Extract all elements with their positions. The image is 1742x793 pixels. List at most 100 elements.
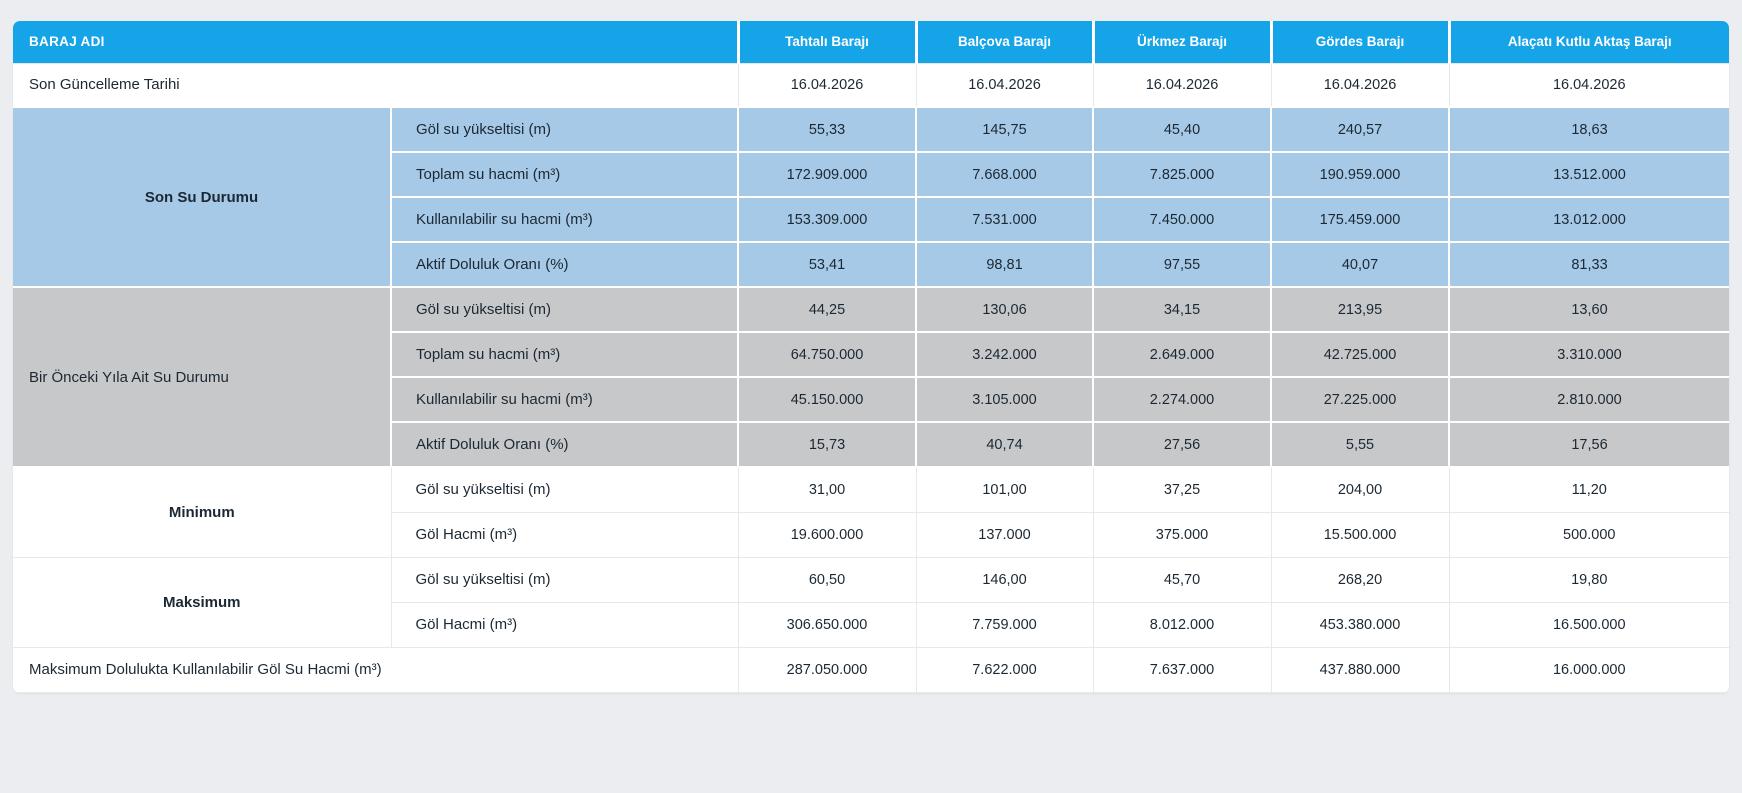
cell-value: 19,80: [1448, 556, 1729, 603]
cell-value: 3.242.000: [915, 331, 1094, 378]
cell-value: 27,56: [1092, 421, 1272, 468]
row-label: Maksimum Dolulukta Kullanılabilir Göl Su…: [13, 646, 739, 693]
row-label: Aktif Doluluk Oranı (%): [390, 241, 739, 288]
cell-value: 306.650.000: [737, 601, 917, 648]
cell-value: 240,57: [1270, 106, 1450, 153]
cell-value: 375.000: [1092, 511, 1272, 558]
table-row: Göl Hacmi (m³) 306.650.000 7.759.000 8.0…: [13, 601, 1729, 648]
cell-value: 3.310.000: [1448, 331, 1729, 378]
cell-value: 53,41: [737, 241, 917, 288]
row-label: Göl su yükseltisi (m): [390, 556, 739, 603]
cell-value: 44,25: [737, 286, 917, 333]
column-header-urkmez: Ürkmez Barajı: [1091, 21, 1271, 63]
cell-value: 213,95: [1270, 286, 1450, 333]
row-label: Toplam su hacmi (m³): [390, 331, 739, 378]
table-row: Bir Önceki Yıla Ait Su Durumu Göl su yük…: [13, 286, 1729, 468]
table-row: Son Su Durumu Göl su yükseltisi (m) 55,3…: [13, 106, 1729, 288]
cell-value: 19.600.000: [737, 511, 917, 558]
cell-value: 17,56: [1448, 421, 1729, 468]
row-label: Son Güncelleme Tarihi: [13, 62, 739, 108]
column-header-tahtali: Tahtalı Barajı: [736, 21, 916, 63]
cell-value: 60,50: [737, 556, 917, 603]
table-row: Maksimum Göl su yükseltisi (m) 60,50 146…: [13, 556, 1729, 648]
table-row: Aktif Doluluk Oranı (%) 53,41 98,81 97,5…: [13, 241, 1729, 288]
table-row-footer: Maksimum Dolulukta Kullanılabilir Göl Su…: [13, 646, 1729, 693]
table-row: Göl Hacmi (m³) 19.600.000 137.000 375.00…: [13, 511, 1729, 558]
cell-value: 97,55: [1092, 241, 1272, 288]
cell-value: 190.959.000: [1270, 151, 1450, 198]
row-label: Göl Hacmi (m³): [391, 601, 739, 648]
section-label-onceki-yil: Bir Önceki Yıla Ait Su Durumu: [13, 286, 392, 468]
cell-value: 204,00: [1270, 466, 1450, 513]
cell-value: 7.622.000: [915, 646, 1094, 693]
cell-value: 16.000.000: [1448, 646, 1729, 693]
section-label-maksimum: Maksimum: [13, 556, 392, 648]
cell-value: 146,00: [915, 556, 1094, 603]
section-label-son-su-durumu: Son Su Durumu: [13, 106, 392, 288]
cell-value: 7.531.000: [915, 196, 1094, 243]
cell-value: 13.512.000: [1448, 151, 1729, 198]
cell-value: 137.000: [915, 511, 1094, 558]
cell-value: 40,07: [1270, 241, 1450, 288]
cell-value: 13,60: [1448, 286, 1729, 333]
cell-value: 64.750.000: [737, 331, 917, 378]
table-row: Toplam su hacmi (m³) 64.750.000 3.242.00…: [13, 331, 1729, 378]
cell-value: 16.04.2026: [915, 62, 1094, 108]
row-label: Göl Hacmi (m³): [391, 511, 739, 558]
cell-value: 16.04.2026: [1270, 62, 1450, 108]
row-label: Toplam su hacmi (m³): [390, 151, 739, 198]
cell-value: 453.380.000: [1270, 601, 1450, 648]
cell-value: 16.04.2026: [737, 62, 917, 108]
cell-value: 81,33: [1448, 241, 1729, 288]
cell-value: 2.810.000: [1448, 376, 1729, 423]
cell-value: 45,70: [1092, 556, 1272, 603]
cell-value: 153.309.000: [737, 196, 917, 243]
table-row: Minimum Göl su yükseltisi (m) 31,00 101,…: [13, 466, 1729, 558]
cell-value: 7.825.000: [1092, 151, 1272, 198]
cell-value: 5,55: [1270, 421, 1450, 468]
cell-value: 98,81: [915, 241, 1094, 288]
cell-value: 11,20: [1448, 466, 1729, 513]
cell-value: 175.459.000: [1270, 196, 1450, 243]
cell-value: 18,63: [1448, 106, 1729, 153]
cell-value: 287.050.000: [737, 646, 917, 693]
column-header-balcova: Balçova Barajı: [914, 21, 1093, 63]
row-label: Göl su yükseltisi (m): [390, 466, 739, 513]
column-header-baraj-adi: BARAJ ADI: [13, 21, 738, 63]
dam-table-card: BARAJ ADI Tahtalı Barajı Balçova Barajı …: [13, 21, 1729, 693]
cell-value: 55,33: [737, 106, 917, 153]
cell-value: 130,06: [915, 286, 1094, 333]
row-label: Göl su yükseltisi (m): [390, 286, 739, 333]
cell-value: 7.450.000: [1092, 196, 1272, 243]
table-row: Aktif Doluluk Oranı (%) 15,73 40,74 27,5…: [13, 421, 1729, 468]
row-label: Kullanılabilir su hacmi (m³): [390, 376, 739, 423]
row-label: Aktif Doluluk Oranı (%): [390, 421, 739, 468]
cell-value: 13.012.000: [1448, 196, 1729, 243]
cell-value: 37,25: [1092, 466, 1272, 513]
cell-value: 45.150.000: [737, 376, 917, 423]
table-header-row: BARAJ ADI Tahtalı Barajı Balçova Barajı …: [13, 21, 1729, 63]
column-header-alacati: Alaçatı Kutlu Aktaş Barajı: [1447, 21, 1729, 63]
row-label: Kullanılabilir su hacmi (m³): [390, 196, 739, 243]
section-label-minimum: Minimum: [13, 466, 392, 558]
cell-value: 7.637.000: [1092, 646, 1272, 693]
cell-value: 15.500.000: [1270, 511, 1450, 558]
table-row: Toplam su hacmi (m³) 172.909.000 7.668.0…: [13, 151, 1729, 198]
cell-value: 16.04.2026: [1092, 62, 1272, 108]
cell-value: 40,74: [915, 421, 1094, 468]
cell-value: 268,20: [1270, 556, 1450, 603]
cell-value: 2.649.000: [1092, 331, 1272, 378]
cell-value: 15,73: [737, 421, 917, 468]
table-row-update-date: Son Güncelleme Tarihi 16.04.2026 16.04.2…: [13, 62, 1729, 108]
cell-value: 27.225.000: [1270, 376, 1450, 423]
dam-data-table: BARAJ ADI Tahtalı Barajı Balçova Barajı …: [13, 21, 1729, 693]
cell-value: 45,40: [1092, 106, 1272, 153]
cell-value: 42.725.000: [1270, 331, 1450, 378]
row-label: Göl su yükseltisi (m): [390, 106, 739, 153]
cell-value: 172.909.000: [737, 151, 917, 198]
cell-value: 31,00: [737, 466, 917, 513]
cell-value: 34,15: [1092, 286, 1272, 333]
cell-value: 8.012.000: [1092, 601, 1272, 648]
cell-value: 2.274.000: [1092, 376, 1272, 423]
cell-value: 16.500.000: [1448, 601, 1729, 648]
